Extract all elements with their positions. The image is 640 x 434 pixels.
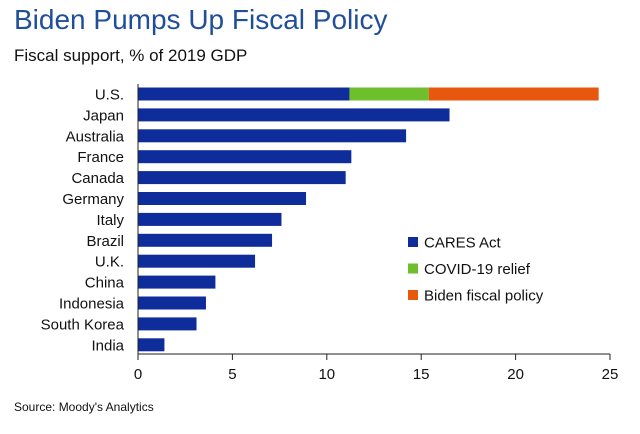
legend-label: CARES Act xyxy=(424,235,502,252)
category-label: South Korea xyxy=(41,316,125,333)
category-label: Australia xyxy=(66,128,125,145)
category-label: U.S. xyxy=(95,87,124,104)
category-label: Italy xyxy=(96,212,124,229)
category-label: U.K. xyxy=(95,254,124,271)
bar xyxy=(138,317,197,331)
x-tick-label: 0 xyxy=(134,366,142,383)
bar xyxy=(138,192,307,205)
source-note: Source: Moody's Analytics xyxy=(14,400,154,414)
bar xyxy=(138,212,282,226)
x-tick-label: 20 xyxy=(507,366,524,383)
bar xyxy=(138,129,407,143)
category-label: Indonesia xyxy=(59,296,125,313)
legend-swatch xyxy=(408,237,418,247)
legend-label: COVID-19 relief xyxy=(424,261,531,278)
x-tick-label: 5 xyxy=(228,366,236,383)
bar xyxy=(138,275,216,289)
bar xyxy=(138,254,256,268)
chart-title: Biden Pumps Up Fiscal Policy xyxy=(14,4,388,35)
legend-swatch xyxy=(408,263,418,274)
category-label: India xyxy=(91,337,124,354)
category-label: France xyxy=(77,149,124,166)
category-labels: U.S. Japan Australia France Canada Germany Ita… xyxy=(41,87,125,355)
bar xyxy=(138,150,352,164)
chart-subtitle: Fiscal support, % of 2019 GDP xyxy=(14,46,248,65)
category-label: Canada xyxy=(71,170,124,187)
bar xyxy=(138,171,346,185)
legend-label: Biden fiscal policy xyxy=(424,288,544,305)
bar xyxy=(138,108,450,122)
bar xyxy=(138,233,273,247)
legend-swatch xyxy=(408,290,418,300)
bar xyxy=(428,87,599,101)
category-label: Japan xyxy=(83,107,124,124)
x-tick-label: 15 xyxy=(413,366,430,383)
bar xyxy=(138,338,165,352)
x-tick-label: 10 xyxy=(318,366,335,383)
category-label: Brazil xyxy=(86,233,124,250)
bar xyxy=(349,87,429,101)
category-label: Germany xyxy=(62,191,124,208)
legend: CARES Act COVID-19 relief Biden fiscal pol… xyxy=(408,235,544,305)
bar xyxy=(138,87,350,101)
bar xyxy=(138,296,206,310)
x-tick-label: 25 xyxy=(602,366,619,383)
x-axis: 0 5 10 15 20 25 xyxy=(134,84,619,383)
bars-group xyxy=(138,87,599,352)
category-label: China xyxy=(85,275,125,292)
